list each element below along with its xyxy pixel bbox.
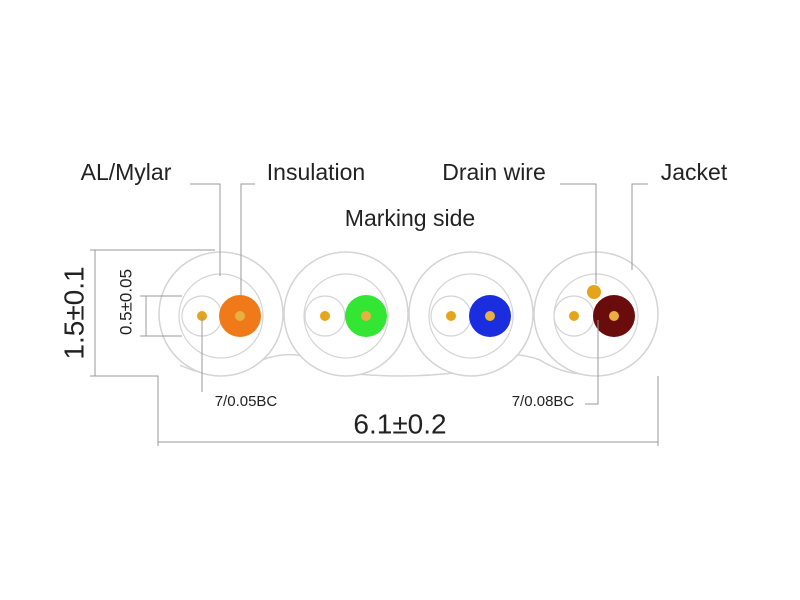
strand [609, 311, 619, 321]
conductor-spec: 7/0.08BC [512, 393, 575, 410]
callout: Insulation [267, 159, 365, 185]
drain-wire [569, 311, 579, 321]
leader [631, 183, 648, 270]
strand [235, 311, 245, 321]
strand [485, 311, 495, 321]
drain-wire [446, 311, 456, 321]
drain-wire [320, 311, 330, 321]
leader [240, 183, 255, 296]
callout: AL/Mylar [81, 159, 172, 185]
callout: Drain wire [442, 159, 546, 185]
drain-wire [587, 285, 601, 299]
leader [190, 183, 221, 276]
insulation-dimension: 0.5±0.05 [116, 269, 135, 335]
conductor-spec: 7/0.05BC [215, 393, 278, 410]
leader [560, 183, 597, 284]
callout: Jacket [661, 159, 728, 185]
dimension-line [140, 295, 182, 337]
strand [361, 311, 371, 321]
marking-side: Marking side [345, 205, 475, 231]
leaders [90, 183, 659, 446]
width-dimension: 6.1±0.2 [353, 408, 446, 439]
extension-line [90, 249, 659, 446]
leader [585, 320, 599, 405]
height-dimension: 1.5±0.1 [58, 266, 89, 359]
